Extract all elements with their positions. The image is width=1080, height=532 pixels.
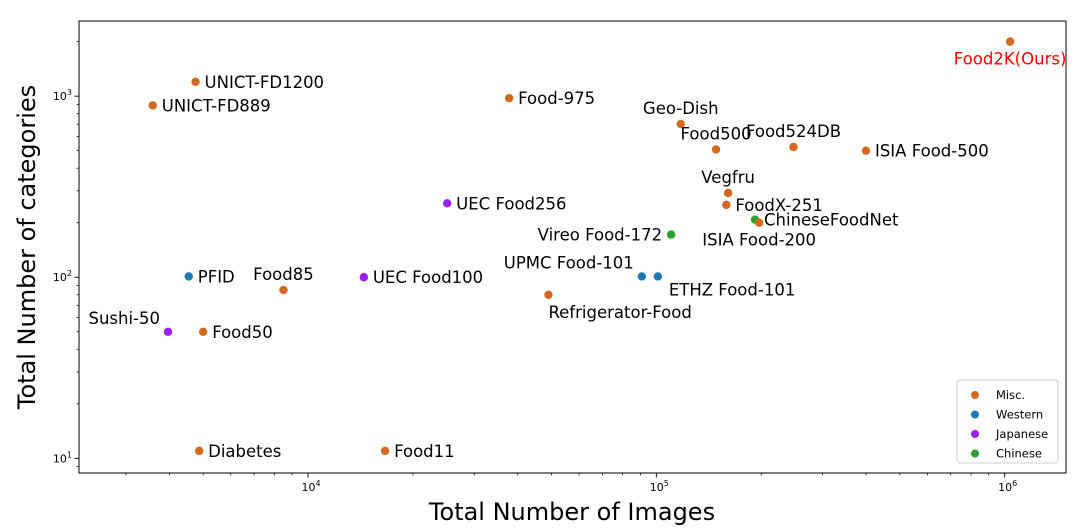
label-vireo-food-172: Vireo Food-172 <box>538 226 662 245</box>
point-isia-food-500 <box>861 146 871 155</box>
label-food50: Food50 <box>212 323 273 342</box>
y-tick-label-exponent: 2 <box>67 269 72 278</box>
label-geo-dish: Geo-Dish <box>643 99 719 118</box>
legend-marker-japanese <box>971 430 979 438</box>
label-unict-fd1200: UNICT-FD1200 <box>205 73 325 92</box>
label-food85: Food85 <box>253 265 314 284</box>
x-tick-label-base: 10 <box>998 481 1012 494</box>
label-upmc-food-101: UPMC Food-101 <box>504 253 634 272</box>
x-tick-label: 105 <box>650 479 669 494</box>
label-uec-food100: UEC Food100 <box>373 268 483 287</box>
label-diabetes: Diabetes <box>208 442 281 461</box>
label-uec-food256: UEC Food256 <box>456 194 566 213</box>
legend-marker-chinese <box>971 449 979 458</box>
y-tick-label: 102 <box>53 269 72 284</box>
x-axis-title: Total Number of Images <box>428 498 715 526</box>
point-food50 <box>198 327 208 336</box>
label-pfid: PFID <box>198 267 235 286</box>
label-food-975: Food-975 <box>518 89 595 108</box>
x-tick-label-exponent: 4 <box>315 479 320 488</box>
point-unict-fd889 <box>148 101 157 110</box>
data-points <box>148 37 1015 456</box>
y-tick-label-base: 10 <box>53 90 67 103</box>
y-tick-label-exponent: 1 <box>67 450 72 459</box>
point-foodx-251 <box>722 200 731 210</box>
label-ethz-food-101: ETHZ Food-101 <box>669 280 795 299</box>
legend-label-japanese: Japanese <box>995 427 1048 441</box>
point-unict-fd1200 <box>191 77 200 87</box>
x-tick-label: 106 <box>998 479 1017 494</box>
label-food524db: Food524DB <box>746 122 841 141</box>
x-tick-label-exponent: 5 <box>664 479 669 488</box>
point-geo-dish <box>676 119 685 129</box>
plot-area <box>78 20 1067 474</box>
point-diabetes <box>194 446 204 456</box>
point-pfid <box>184 272 193 281</box>
y-tick-label-base: 10 <box>53 271 67 284</box>
y-tick-label-exponent: 3 <box>67 88 72 97</box>
point-food85 <box>279 285 288 295</box>
label-isia-food-500: ISIA Food-500 <box>875 142 989 161</box>
label-unict-fd889: UNICT-FD889 <box>162 96 271 115</box>
point-uec-food256 <box>442 199 452 208</box>
legend-label-western: Western <box>996 408 1043 422</box>
label-food11: Food11 <box>394 442 455 461</box>
point-upmc-food-101 <box>637 272 647 281</box>
x-tick-label-base: 10 <box>301 481 315 494</box>
legend-box <box>956 379 1059 464</box>
point-refrigerator-food <box>544 290 553 299</box>
x-tick-label-base: 10 <box>650 481 664 494</box>
y-tick-label: 103 <box>53 88 72 103</box>
label-food2k-ours: Food2K(Ours) <box>954 50 1067 69</box>
point-isia-food-200 <box>754 218 764 227</box>
label-isia-food-200: ISIA Food-200 <box>702 231 816 250</box>
label-food500: Food500 <box>681 124 752 143</box>
point-food-975 <box>504 93 514 103</box>
point-food11 <box>380 446 390 456</box>
y-axis-title: Total Number of categories <box>13 85 41 410</box>
y-tick-label-base: 10 <box>53 452 67 465</box>
point-vireo-food-172 <box>666 230 676 239</box>
legend: Misc. Western Japanese Chinese <box>956 379 1059 464</box>
legend-label-chinese: Chinese <box>996 447 1042 461</box>
label-vegfru: Vegfru <box>701 168 755 187</box>
label-foodx-251: FoodX-251 <box>735 196 823 215</box>
point-uec-food100 <box>359 273 369 282</box>
x-tick-label-exponent: 6 <box>1012 479 1017 488</box>
label-refrigerator-food: Refrigerator-Food <box>548 303 691 322</box>
point-food524db <box>789 142 798 152</box>
point-food2k-ours <box>1005 37 1015 46</box>
point-food500 <box>711 145 721 154</box>
legend-marker-misc <box>971 391 979 399</box>
legend-label-misc: Misc. <box>996 388 1025 402</box>
point-vegfru <box>723 188 733 198</box>
point-sushi-50 <box>163 327 173 336</box>
point-ethz-food-101 <box>653 272 663 281</box>
x-tick-label: 104 <box>301 479 320 494</box>
label-chinesefoodnet: ChineseFoodNet <box>764 211 899 230</box>
point-labels: Food2K(Ours) UNICT-FD1200 UNICT-FD889 Food-… <box>88 50 1066 461</box>
label-sushi-50: Sushi-50 <box>88 309 160 328</box>
y-tick-label: 101 <box>53 450 72 465</box>
legend-marker-western <box>971 410 979 419</box>
